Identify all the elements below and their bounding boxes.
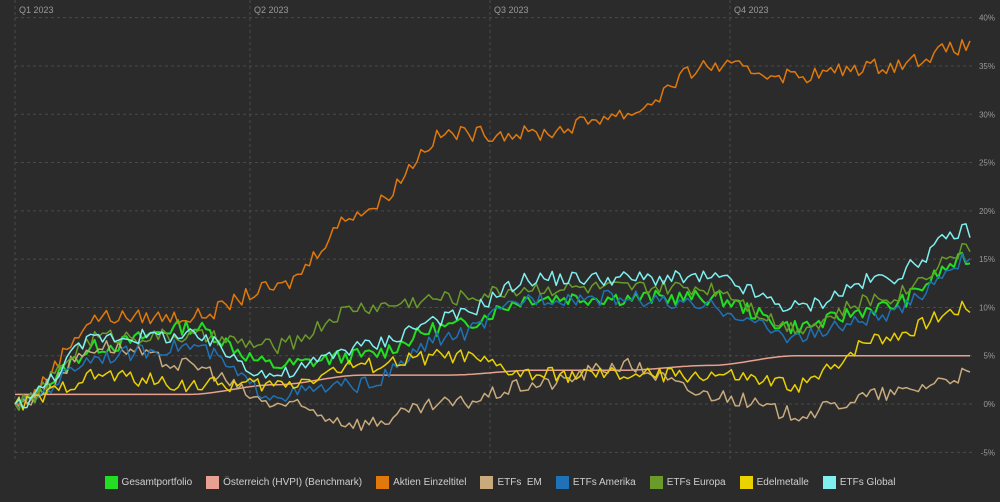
legend-swatch: [739, 475, 753, 489]
series-line: [15, 354, 970, 396]
legend-label: Aktien Einzeltitel: [393, 476, 467, 488]
legend-swatch: [376, 475, 390, 489]
legend-item[interactable]: Gesamtportfolio: [104, 475, 193, 489]
legend-label: Edelmetalle: [756, 476, 809, 488]
y-tick-label: 5%: [983, 352, 995, 361]
legend-label: Österreich (HVPI) (Benchmark): [223, 476, 363, 488]
legend-item[interactable]: Österreich (HVPI) (Benchmark): [206, 475, 363, 489]
y-tick-label: 35%: [979, 62, 995, 71]
series-line: [14, 243, 971, 412]
legend-item[interactable]: ETFs Europa: [649, 475, 726, 489]
series-line: [14, 223, 971, 409]
legend-swatch: [649, 475, 663, 489]
legend-swatch: [555, 475, 569, 489]
legend-item[interactable]: ETFs EM: [480, 475, 542, 489]
legend-item[interactable]: ETFs Amerika: [555, 475, 636, 489]
series-line: [14, 252, 971, 410]
legend-label: ETFs Global: [839, 476, 896, 488]
legend-swatch: [104, 475, 118, 489]
legend-swatch: [822, 475, 836, 489]
y-tick-label: 30%: [979, 110, 995, 119]
legend-item[interactable]: ETFs Global: [822, 475, 896, 489]
series-line: [14, 300, 971, 411]
y-tick-label: 25%: [979, 159, 995, 168]
quarter-label: Q1 2023: [19, 5, 54, 15]
y-tick-label: 20%: [979, 207, 995, 216]
quarter-label: Q2 2023: [254, 5, 289, 15]
y-tick-label: 10%: [979, 303, 995, 312]
quarter-label: Q4 2023: [734, 5, 769, 15]
y-tick-label: 40%: [979, 14, 995, 23]
series-line: [14, 39, 971, 405]
legend-swatch: [480, 475, 494, 489]
legend-label: ETFs EM: [497, 476, 542, 488]
series-line: [14, 340, 971, 432]
y-tick-label: -5%: [981, 448, 995, 457]
legend: Gesamtportfolio Österreich (HVPI) (Benchm…: [0, 472, 1000, 492]
legend-swatch: [206, 475, 220, 489]
y-tick-label: 0%: [983, 400, 995, 409]
quarter-label: Q3 2023: [494, 5, 529, 15]
legend-label: ETFs Europa: [666, 476, 726, 488]
legend-item[interactable]: Edelmetalle: [739, 475, 809, 489]
legend-label: ETFs Amerika: [572, 476, 636, 488]
legend-item[interactable]: Aktien Einzeltitel: [376, 475, 467, 489]
legend-label: Gesamtportfolio: [121, 476, 193, 488]
y-tick-label: 15%: [979, 255, 995, 264]
series-line: [14, 251, 971, 405]
